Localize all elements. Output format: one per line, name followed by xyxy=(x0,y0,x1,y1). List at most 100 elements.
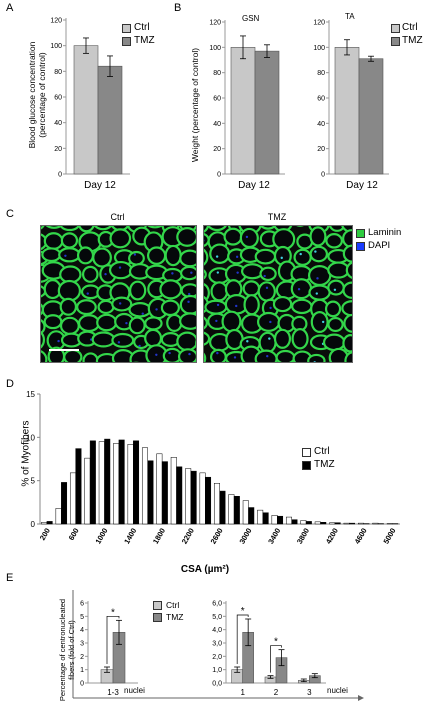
nucleus-dot xyxy=(315,292,318,295)
myofiber-outline xyxy=(259,226,277,230)
nucleus-dot xyxy=(321,320,325,324)
nucleus-dot xyxy=(297,288,301,291)
panel-a-legend-tmz-label: TMZ xyxy=(134,35,155,46)
panel-d-legend-tmz-swatch xyxy=(302,461,311,470)
nucleus-dot xyxy=(333,288,337,291)
panel-d-bar-tmz xyxy=(219,490,226,525)
myofiber-outline xyxy=(179,265,196,281)
E-right-significance-star: * xyxy=(241,606,245,617)
panel-b-gsn-xlabel: Day 12 xyxy=(238,180,270,191)
E-left-ytick-label: 3 xyxy=(80,641,84,648)
myofiber-outline xyxy=(92,247,112,268)
panel-d-bar-ctrl xyxy=(170,457,177,525)
E-right-category-label: 2 xyxy=(274,688,279,697)
panel-d-bar-tmz xyxy=(205,476,212,525)
panel-a-letter: A xyxy=(6,2,14,14)
panel-b-legend-ctrl-swatch xyxy=(391,24,400,33)
myofiber-outline xyxy=(207,226,227,232)
myofiber-outline xyxy=(342,334,352,353)
panel-b-legend-ctrl-label: Ctrl xyxy=(402,22,418,33)
panel-d-bar-ctrl xyxy=(285,516,292,525)
panel-d-bar-tmz xyxy=(305,521,312,525)
A-ytick-label: 60 xyxy=(54,95,62,102)
panel-d-xtick-label: 3400 xyxy=(266,527,282,546)
panel-d-bar-tmz xyxy=(147,460,154,525)
nucleus-dot xyxy=(141,312,144,315)
A-ytick-label: 120 xyxy=(50,18,62,25)
nucleus-dot xyxy=(187,300,190,304)
panel-d-bar-ctrl xyxy=(300,520,307,525)
myofiber-outline xyxy=(204,352,207,362)
panel-d-bar-ctrl xyxy=(357,522,364,525)
nucleus-dot xyxy=(215,319,218,323)
E-right-ytick-label: 2,0 xyxy=(212,654,222,661)
panel-d-legend-tmz-label: TMZ xyxy=(314,459,335,470)
panel-d-bar-ctrl xyxy=(257,509,264,525)
panel-d-bar-tmz xyxy=(89,440,96,525)
E-left-ytick-label: 5 xyxy=(80,614,84,621)
B-TA-ytick-label: 40 xyxy=(317,121,325,128)
myofiber-outline xyxy=(327,316,344,333)
panel-d-bar-ctrl xyxy=(127,444,134,525)
panel-d-bar-ctrl xyxy=(84,457,91,525)
E-right-category-label: 3 xyxy=(307,688,312,697)
panel-d-bar-ctrl xyxy=(242,500,249,525)
myofiber-outline xyxy=(177,348,196,362)
panel-d-bar-ctrl xyxy=(41,522,48,525)
myofiber-outline xyxy=(109,228,132,249)
panel-d-ytick-label: 0 xyxy=(31,520,36,529)
panel-d-xtick-label: 4600 xyxy=(353,527,369,546)
nucleus-dot xyxy=(216,271,220,274)
B-GSN-ytick-label: 40 xyxy=(213,121,221,128)
nucleus-dot xyxy=(235,304,238,308)
panel-d-xtick-label: 2600 xyxy=(209,527,225,546)
nucleus-dot xyxy=(187,292,191,296)
E-left-ytick-label: 2 xyxy=(80,654,84,661)
A-ytick-label: 0 xyxy=(58,172,62,179)
A-ytick-label: 80 xyxy=(54,69,62,76)
E-right-ytick-label: 6,0 xyxy=(212,601,222,608)
nucleus-dot xyxy=(117,341,121,344)
panel-d-bar-tmz xyxy=(161,461,168,525)
myofiber-outline xyxy=(76,299,97,316)
nucleus-dot xyxy=(118,302,122,305)
myofiber-outline xyxy=(147,226,163,229)
nucleus-dot xyxy=(266,354,269,358)
panel-b-gsn-title: GSN xyxy=(242,14,260,23)
B-GSN-ytick-label: 80 xyxy=(213,70,221,77)
panel-d-bar-ctrl xyxy=(372,522,379,525)
panel-d-bar-tmz xyxy=(233,496,240,525)
panel-d-ytick-label: 5 xyxy=(31,477,36,486)
B-GSN-ytick-label: 120 xyxy=(209,20,221,27)
panel-d-bar-ctrl xyxy=(55,508,62,525)
myofiber-outline xyxy=(309,226,327,247)
A-ytick-label: 100 xyxy=(50,43,62,50)
panel-d-xtick-label: 3000 xyxy=(237,527,253,546)
panel-c-ctrl-title: Ctrl xyxy=(110,212,125,222)
panel-e-right-nuclei-label: nuclei xyxy=(327,686,348,695)
panel-e-letter: E xyxy=(6,572,14,584)
myofiber-outline xyxy=(59,226,80,232)
nucleus-dot xyxy=(314,250,317,253)
panel-d-bar-ctrl xyxy=(228,494,235,525)
nucleus-dot xyxy=(155,308,158,311)
myofiber-outline xyxy=(59,297,78,316)
nucleus-dot xyxy=(86,292,89,295)
B-TA-ytick-label: 80 xyxy=(317,70,325,77)
nucleus-dot xyxy=(57,339,60,343)
myofiber-outline xyxy=(204,331,211,346)
nucleus-dot xyxy=(280,256,283,260)
B-GSN-bar-ctrl xyxy=(230,47,256,175)
myofiber-outline xyxy=(345,261,352,279)
nucleus-dot xyxy=(138,344,141,348)
myofiber-outline xyxy=(41,226,45,230)
panel-b-ta-title: TA xyxy=(345,12,355,21)
myofiber-outline xyxy=(129,280,147,301)
myofiber-outline xyxy=(325,233,343,249)
panel-d-bar-tmz xyxy=(262,512,269,525)
panel-a-legend-ctrl-label: Ctrl xyxy=(134,22,150,33)
panel-d-bar-ctrl xyxy=(69,472,76,525)
A-ytick-label: 40 xyxy=(54,120,62,127)
myofiber-outline xyxy=(204,226,210,233)
